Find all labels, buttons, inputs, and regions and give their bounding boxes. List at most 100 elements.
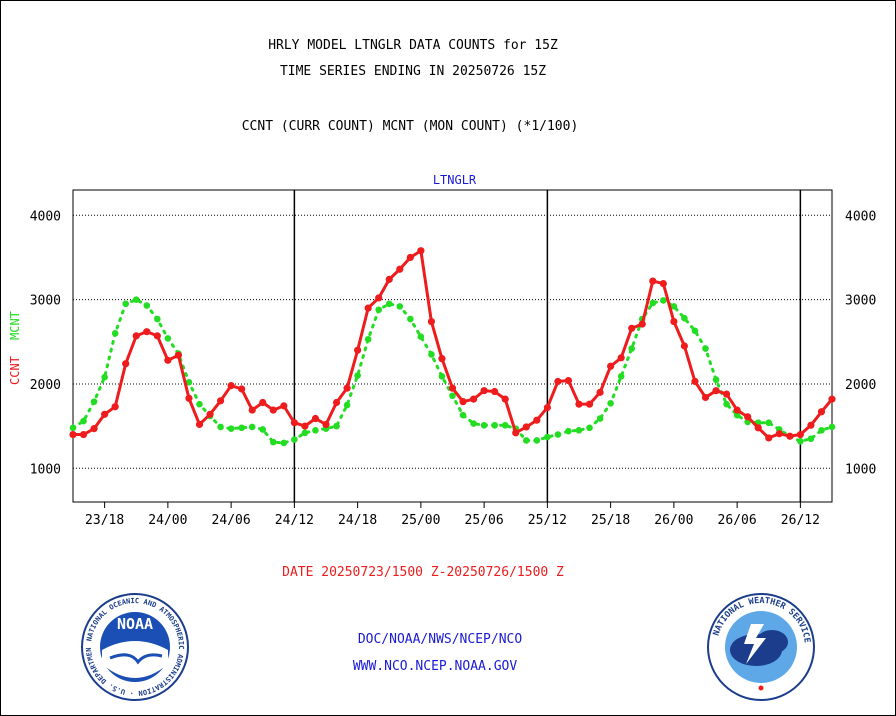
y-tick-label-left: 4000 [30,209,61,224]
data-point-ccnt [733,406,741,414]
data-point-ccnt [522,423,530,431]
data-point-mcnt [765,419,773,427]
x-tick-label: 26/06 [718,513,757,528]
data-point-ccnt [269,406,277,414]
series-line-mcnt [71,298,834,445]
data-point-mcnt [575,427,583,434]
svg-text:NOAA: NOAA [117,615,153,633]
data-point-mcnt [185,378,193,386]
data-point-mcnt [248,423,256,431]
data-point-mcnt [797,437,804,445]
data-point-ccnt [649,277,657,285]
data-point-mcnt [280,439,288,447]
data-point-ccnt [744,413,752,421]
x-tick-label: 26/00 [654,513,693,528]
data-point-mcnt [607,400,614,407]
data-point-ccnt [322,420,330,429]
data-point-ccnt [301,422,309,430]
org-path-link[interactable]: DOC/NOAA/NWS/NCEP/NCO [357,632,523,647]
data-point-ccnt [638,320,646,328]
data-point-ccnt [712,387,720,395]
data-point-ccnt [280,402,288,410]
data-point-mcnt [69,424,77,432]
data-point-ccnt [417,247,425,255]
data-point-mcnt [101,373,108,381]
y-tick-label-left: 3000 [30,294,61,309]
data-point-mcnt [132,296,140,303]
y-tick-label-left: 2000 [30,378,61,393]
y-tick-label-right: 1000 [845,462,876,477]
data-point-mcnt [312,427,319,434]
data-point-ccnt [575,400,583,408]
data-point-ccnt [564,376,573,385]
data-point-ccnt [617,354,625,362]
data-point-mcnt [259,426,267,433]
y-tick-label-right: 3000 [845,294,876,309]
data-point-mcnt [712,376,720,384]
data-point-ccnt [807,421,815,429]
data-point-ccnt [185,394,193,402]
data-point-mcnt [565,427,572,435]
data-point-ccnt [375,294,383,302]
data-point-mcnt [385,300,393,308]
x-tick-label: 24/00 [148,513,187,528]
data-point-mcnt [164,335,172,342]
data-point-mcnt [522,437,530,444]
data-point-mcnt [691,327,699,335]
data-point-ccnt [311,414,320,423]
data-point-ccnt [786,432,794,440]
data-point-mcnt [354,372,361,379]
data-point-mcnt [828,423,836,431]
data-point-mcnt [596,415,604,422]
x-tick-label: 25/00 [401,513,440,528]
data-point-ccnt [396,265,404,273]
data-point-ccnt [438,355,446,363]
data-point-ccnt [364,304,372,312]
data-point-mcnt [649,299,657,307]
data-point-mcnt [343,401,351,409]
data-point-ccnt [480,387,488,395]
data-point-mcnt [617,373,625,380]
data-point-ccnt [427,317,436,326]
data-point-ccnt [69,430,77,439]
website-link[interactable]: WWW.NCO.NCEP.NOAA.GOV [352,659,518,674]
data-point-mcnt [80,417,87,425]
data-point-ccnt [722,390,731,398]
data-point-ccnt [101,410,109,418]
data-point-mcnt [470,420,477,427]
data-point-ccnt [754,424,762,432]
data-point-mcnt [375,306,383,314]
data-point-ccnt [701,393,710,402]
data-point-ccnt [659,280,667,288]
data-point-mcnt [449,392,456,400]
data-point-ccnt [206,410,214,418]
data-point-ccnt [501,395,509,403]
data-point-ccnt [216,397,225,405]
data-point-ccnt [195,420,204,429]
y-tick-label-right: 4000 [845,209,876,224]
data-point-ccnt [259,398,267,407]
data-point-mcnt [807,435,815,443]
data-point-ccnt [628,324,636,332]
data-point-mcnt [407,315,414,323]
subtitle: CCNT (CURR COUNT) MCNT (MON COUNT) (*1/1… [241,119,579,134]
data-point-ccnt [343,384,351,392]
data-point-mcnt [544,433,551,441]
data-point-mcnt [702,345,709,352]
data-point-mcnt [554,431,562,438]
data-point-ccnt [448,384,457,392]
data-point-ccnt [290,419,298,427]
data-point-mcnt [154,315,161,323]
data-point-mcnt [122,300,130,308]
y-axis-label-ccnt: CCNT [8,356,22,385]
y-tick-label-left: 1000 [30,462,61,477]
data-point-mcnt [681,314,688,322]
data-point-ccnt [607,362,615,370]
data-point-mcnt [143,302,151,309]
data-point-mcnt [670,303,678,310]
data-point-ccnt [122,360,130,368]
noaa-logo-icon: NATIONAL OCEANIC AND ATMOSPHERIC ADMINIS… [80,592,189,701]
data-point-ccnt [533,416,541,424]
data-point-ccnt [796,430,804,439]
data-point-ccnt [153,332,161,340]
